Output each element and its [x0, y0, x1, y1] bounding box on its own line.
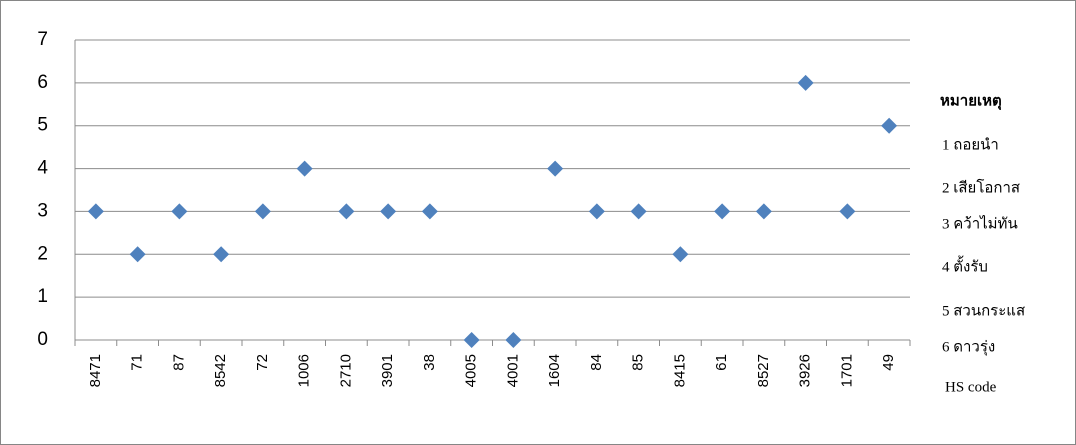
y-tick-label: 5 — [37, 115, 48, 136]
x-tick-label: 71 — [129, 354, 146, 371]
x-tick-label: 1006 — [296, 354, 313, 387]
marker — [463, 332, 480, 348]
note-item: 1 ถอยนำ — [942, 136, 999, 153]
marker — [296, 160, 313, 177]
note-item: 5 สวนกระแส — [942, 303, 1025, 319]
x-tick-label: 3926 — [797, 354, 814, 387]
marker — [797, 74, 814, 91]
x-tick-label: 84 — [588, 354, 605, 371]
y-tick-label: 3 — [37, 200, 48, 221]
notes-title: หมายเหตุ — [940, 93, 1002, 110]
y-tick-label: 7 — [37, 29, 48, 50]
marker — [171, 203, 188, 220]
marker — [547, 160, 564, 177]
note-item: 3 คว้าไม่ทัน — [942, 214, 1018, 232]
marker — [380, 203, 397, 220]
marker — [505, 332, 522, 348]
y-tick-label: 0 — [37, 329, 48, 350]
x-tick-label: 85 — [630, 354, 647, 371]
y-tick-label: 6 — [37, 72, 48, 93]
y-tick-label: 4 — [37, 158, 48, 179]
x-tick-label: 8527 — [755, 354, 772, 387]
marker — [129, 246, 146, 263]
x-tick-label: 3901 — [379, 354, 396, 387]
x-tick-label: 4005 — [463, 354, 480, 387]
x-tick-label: 4001 — [504, 354, 521, 387]
marker — [881, 117, 898, 134]
marker — [755, 203, 772, 220]
x-tick-label: 38 — [421, 354, 438, 371]
marker — [630, 203, 647, 220]
x-axis-label: HS code — [945, 379, 997, 395]
marker — [839, 203, 856, 220]
marker — [588, 203, 605, 220]
x-tick-label: 2710 — [337, 354, 354, 387]
x-tick-label: 1701 — [838, 354, 855, 387]
marker — [87, 203, 104, 220]
x-tick-label: 8415 — [671, 354, 688, 387]
marker — [254, 203, 271, 220]
marker — [714, 203, 731, 220]
y-tick-label: 2 — [37, 243, 48, 264]
x-tick-label: 8542 — [212, 354, 229, 387]
note-item: 4 ตั้งรับ — [942, 255, 988, 275]
x-tick-label: 49 — [880, 354, 897, 371]
marker — [672, 246, 689, 263]
y-tick-label: 1 — [37, 286, 48, 307]
x-tick-label: 72 — [254, 354, 271, 371]
note-item: 2 เสียโอกาส — [942, 178, 1020, 196]
x-tick-label: 1604 — [546, 354, 563, 387]
marker — [421, 203, 438, 220]
note-item: 6 ดาวรุ่ง — [942, 339, 995, 356]
x-tick-label: 61 — [713, 354, 730, 371]
x-tick-label: 87 — [170, 354, 187, 371]
marker — [338, 203, 355, 220]
marker — [213, 246, 230, 263]
x-tick-label: 8471 — [87, 354, 104, 387]
